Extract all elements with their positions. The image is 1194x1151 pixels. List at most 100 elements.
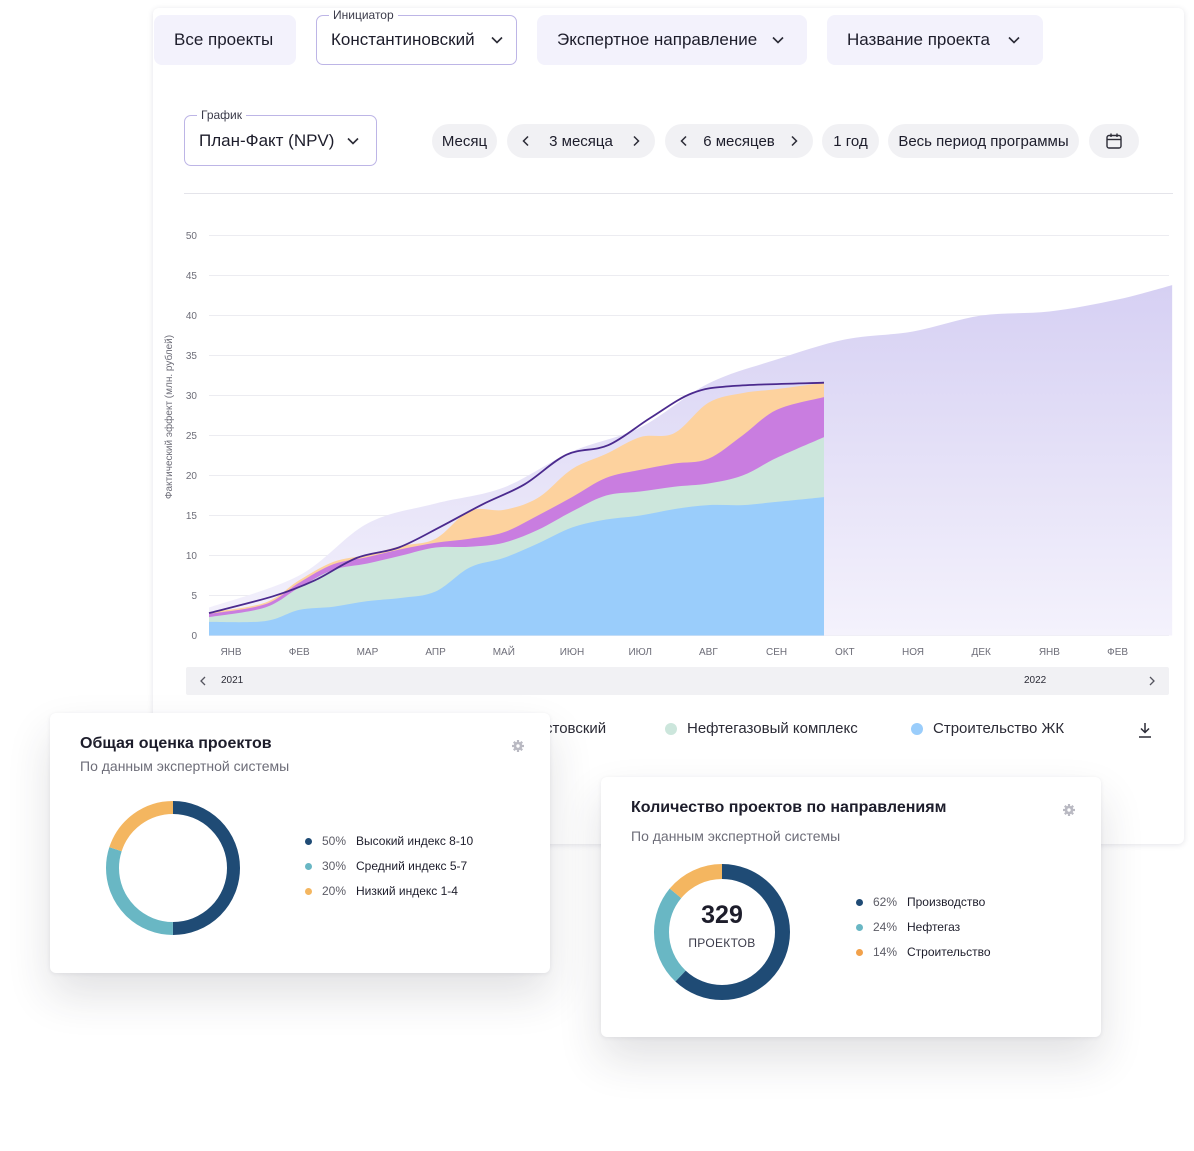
y-tick-label: 5 — [191, 591, 197, 602]
y-tick-label: 30 — [186, 391, 198, 402]
all-projects-filter[interactable]: Все проекты — [154, 15, 296, 65]
period-3-months[interactable]: 3 месяца — [507, 124, 655, 158]
chevron-down-icon — [772, 36, 784, 44]
legend-pct: 30% — [322, 859, 347, 873]
legend-item: 30% Средний индекс 5-7 — [305, 859, 467, 873]
legend-pct: 24% — [873, 920, 898, 934]
legend-pct: 62% — [873, 895, 898, 909]
card-subtitle: По данным экспертной системы — [631, 828, 841, 844]
legend-label: Нефтегаз — [907, 920, 961, 934]
period-3-months-label: 3 месяца — [549, 132, 613, 150]
x-tick-label: ЯНВ — [1039, 647, 1060, 658]
project-name-label: Название проекта — [847, 30, 990, 49]
calendar-icon — [1106, 133, 1122, 149]
projects-by-direction-card: Количество проектов по направлениям По д… — [601, 777, 1101, 1037]
chevron-down-icon — [1008, 36, 1020, 44]
legend-pct: 20% — [322, 884, 347, 898]
period-6-months[interactable]: 6 месяцев — [665, 124, 813, 158]
x-tick-label: ФЕВ — [289, 647, 310, 658]
y-tick-label: 10 — [186, 551, 198, 562]
y-tick-label: 20 — [186, 471, 198, 482]
legend-dot — [856, 898, 863, 906]
legend-item: 62% Производство — [856, 895, 985, 909]
mid-index-slice — [106, 801, 240, 935]
all-projects-label: Все проекты — [174, 30, 274, 49]
card-title: Количество проектов по направлениям — [631, 799, 947, 816]
rating-donut-chart — [106, 801, 240, 935]
chevron-left-icon[interactable] — [678, 135, 690, 147]
gear-icon[interactable] — [511, 739, 525, 753]
gear-icon[interactable] — [1062, 803, 1076, 817]
period-whole-label: Весь период программы — [898, 132, 1069, 150]
period-1-year-label: 1 год — [833, 132, 868, 150]
calendar-button[interactable] — [1089, 124, 1139, 158]
legend-item: 24% Нефтегаз — [856, 920, 960, 934]
legend-label: Нефтегазовый комплекс — [687, 720, 858, 737]
legend-pct: 14% — [873, 945, 898, 959]
x-tick-label: СЕН — [766, 647, 787, 658]
period-month-button[interactable]: Месяц — [432, 124, 497, 158]
construction-area — [209, 497, 824, 636]
legend-label: Строительство — [907, 945, 991, 959]
y-tick-label: 35 — [186, 351, 198, 362]
legend-pct: 50% — [322, 834, 347, 848]
y-tick-label: 45 — [186, 271, 198, 282]
chevron-right-icon[interactable] — [788, 135, 800, 147]
oil-gas-slice — [654, 864, 790, 1000]
directions-donut-chart — [654, 864, 790, 1000]
low-index-slice — [106, 801, 240, 935]
y-axis-label: Фактический эффект (млн. рублей) — [163, 335, 175, 499]
card-subtitle: По данным экспертной системы — [80, 758, 290, 774]
legend-item: 14% Строительство — [856, 945, 991, 959]
expert-direction-label: Экспертное направление — [557, 30, 758, 49]
chevron-down-icon — [491, 36, 503, 44]
y-tick-label: 25 — [186, 431, 198, 442]
expert-direction-filter[interactable]: Экспертное направление — [537, 15, 807, 65]
y-tick-label: 50 — [186, 231, 198, 242]
fact-line — [208, 381, 825, 614]
timeline-year-start: 2021 — [221, 675, 244, 686]
legend-item: 50% Высокий индекс 8-10 — [305, 834, 473, 848]
x-tick-label: МАР — [357, 647, 379, 658]
chevron-left-icon[interactable] — [198, 676, 208, 686]
legend-item-construction[interactable]: Строительство ЖК — [911, 720, 1064, 737]
x-tick-label: МАЙ — [493, 645, 515, 658]
graph-select[interactable]: График План-Факт (NPV) — [184, 108, 377, 166]
legend-dot — [305, 837, 312, 845]
x-tick-label: НОЯ — [902, 647, 924, 658]
x-tick-label: АВГ — [699, 647, 718, 658]
npv-area-chart: 0 5 10 15 20 25 30 35 40 45 50 ЯНВ ФЕВ МАР АПР МАЙ ИЮН ИЮ… — [163, 231, 1173, 658]
card-title: Общая оценка проектов — [80, 735, 272, 752]
download-icon[interactable] — [1136, 721, 1154, 739]
legend-label: Средний индекс 5-7 — [356, 859, 468, 873]
legend-dot — [856, 923, 863, 931]
chevron-right-icon[interactable] — [630, 135, 642, 147]
chevron-left-icon[interactable] — [520, 135, 532, 147]
overall-rating-card: Общая оценка проектов По данным экспертн… — [50, 713, 550, 973]
period-1-year-button[interactable]: 1 год — [822, 124, 879, 158]
legend-label: Строительство ЖК — [933, 720, 1065, 737]
legend-label: Производство — [907, 895, 986, 909]
x-tick-label: ИЮН — [560, 647, 585, 658]
project-name-filter[interactable]: Название проекта — [827, 15, 1043, 65]
legend-item-initiator[interactable]: стовский — [545, 720, 606, 737]
initiator-label: Инициатор — [329, 8, 398, 22]
y-tick-label: 15 — [186, 511, 198, 522]
legend-dot — [305, 887, 312, 895]
period-month-label: Месяц — [441, 132, 488, 150]
graph-label: График — [197, 108, 246, 122]
total-projects-count: 329 — [701, 901, 743, 929]
legend-item-oil-gas[interactable]: Нефтегазовый комплекс — [665, 720, 858, 737]
chevron-right-icon[interactable] — [1147, 676, 1157, 686]
y-tick-label: 0 — [191, 631, 197, 642]
period-whole-button[interactable]: Весь период программы — [888, 124, 1079, 158]
x-tick-label: ФЕВ — [1107, 647, 1128, 658]
timeline-year-end: 2022 — [1024, 675, 1047, 686]
x-tick-label: ОКТ — [835, 647, 855, 658]
x-tick-label: АПР — [425, 647, 446, 658]
legend-dot — [665, 722, 677, 735]
graph-value: План-Факт (NPV) — [199, 130, 335, 150]
legend-dot — [305, 862, 312, 870]
timeline-scrollbar[interactable] — [186, 667, 1169, 695]
initiator-select[interactable]: Инициатор Константиновский — [316, 8, 517, 65]
